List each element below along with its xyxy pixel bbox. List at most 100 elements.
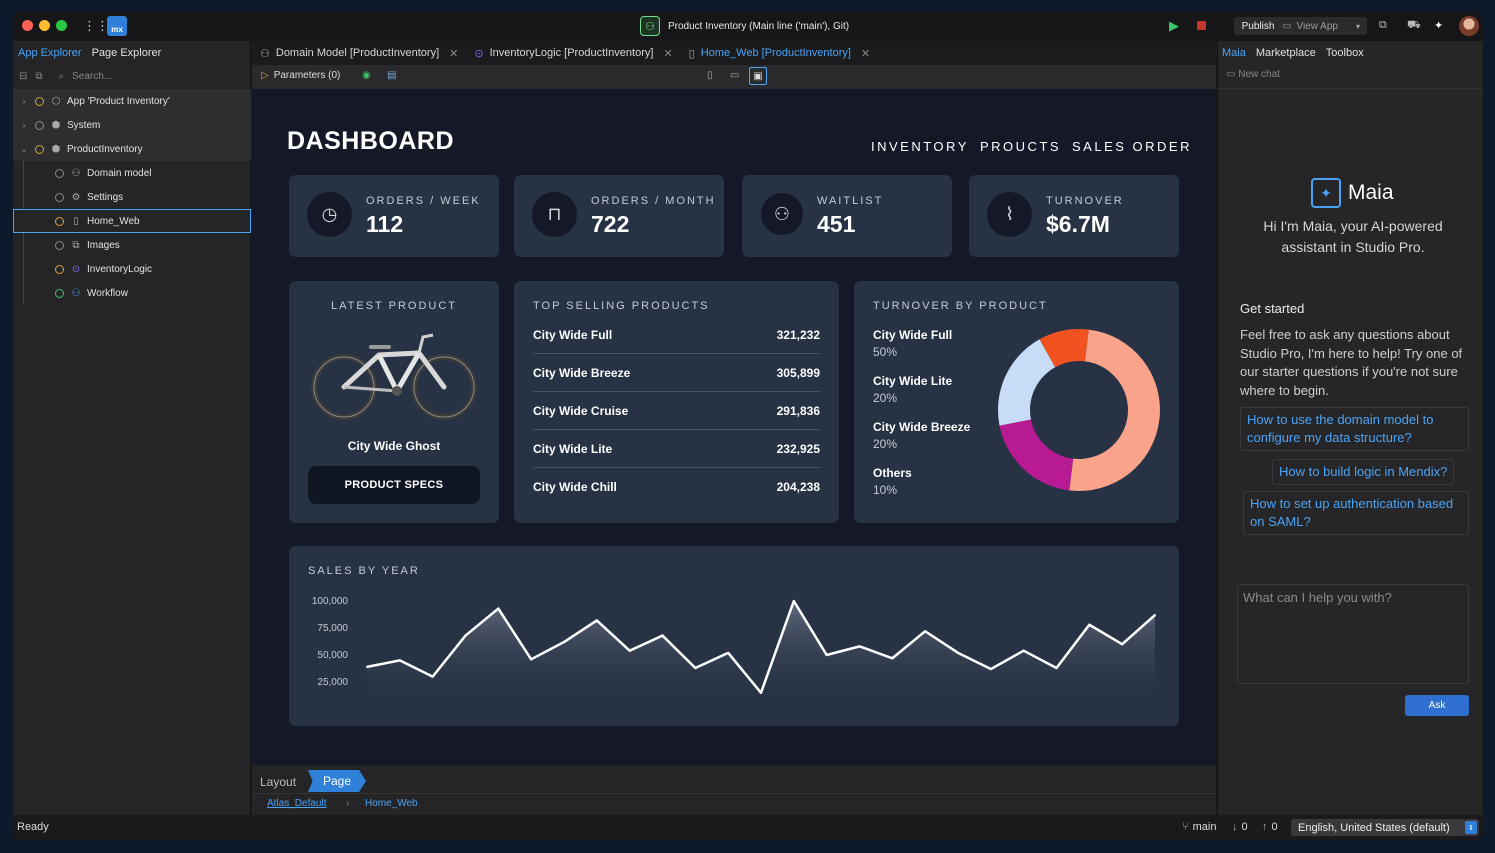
tab-marketplace[interactable]: Marketplace bbox=[1255, 47, 1316, 59]
eye-icon[interactable]: ◉ bbox=[362, 70, 371, 81]
y-tick-label: 25,000 bbox=[317, 677, 348, 688]
tablet-view-icon[interactable]: ▭ bbox=[730, 70, 740, 81]
sales-data-point bbox=[1022, 649, 1025, 652]
tree-item-domain-model[interactable]: ⚇ Domain model bbox=[13, 161, 251, 185]
new-chat-button[interactable]: ▭ New chat bbox=[1226, 69, 1280, 80]
donut-slice-city-wide-full bbox=[1069, 329, 1160, 491]
structure-mode-icon[interactable]: ▤ bbox=[387, 70, 397, 81]
tree-item-workflow[interactable]: ⚇ Workflow bbox=[13, 281, 251, 305]
tree-item-app[interactable]: › ⬡ App 'Product Inventory' bbox=[13, 89, 251, 113]
tree-item-settings[interactable]: ⚙ Settings bbox=[13, 185, 251, 209]
nav-inventory[interactable]: INVENTORY bbox=[871, 139, 969, 154]
latest-product-card: LATEST PRODUCT City Wide Ghost PRODUCT S… bbox=[289, 281, 499, 523]
kpi-value: 451 bbox=[817, 211, 856, 237]
sales-data-point bbox=[1121, 643, 1124, 646]
outgoing-changes[interactable]: ↑ 0 bbox=[1262, 821, 1278, 833]
maia-question-input[interactable]: What can I help you with? bbox=[1237, 584, 1469, 684]
sales-data-point bbox=[661, 634, 664, 637]
workflow-icon: ⚇ bbox=[71, 287, 81, 299]
status-indicator bbox=[55, 216, 64, 226]
tab-page-explorer[interactable]: Page Explorer bbox=[91, 47, 162, 59]
layout-tab[interactable]: Layout bbox=[260, 775, 297, 789]
expand-all-icon[interactable]: ⧉ bbox=[35, 70, 43, 82]
cart-icon[interactable]: ⛟ bbox=[1407, 19, 1421, 31]
nav-sales-order[interactable]: SALES ORDER bbox=[1072, 139, 1192, 154]
sparkle-icon[interactable]: ✦ bbox=[1434, 20, 1444, 32]
tab-domain-model[interactable]: ⚇ Domain Model [ProductInventory] ✕ bbox=[252, 41, 466, 65]
desktop-view-icon[interactable]: ▣ bbox=[749, 67, 767, 85]
minimize-window-button[interactable] bbox=[39, 20, 50, 31]
app-explorer-panel: App Explorer Page Explorer ⊟ ⧉ ⌕ Search.… bbox=[13, 41, 251, 815]
tree-item-system[interactable]: › ⬢ System bbox=[13, 113, 251, 137]
project-title-area[interactable]: ⚇ Product Inventory (Main line ('main'),… bbox=[640, 15, 849, 37]
tab-app-explorer[interactable]: App Explorer bbox=[18, 47, 82, 59]
image-collection-icon: ⧉ bbox=[72, 239, 80, 251]
tab-label: Domain Model [ProductInventory] bbox=[275, 47, 440, 59]
collapse-all-icon[interactable]: ⊟ bbox=[19, 70, 28, 82]
sales-data-point bbox=[957, 651, 959, 654]
close-icon[interactable]: ✕ bbox=[860, 47, 871, 60]
view-app-label: View App bbox=[1296, 20, 1338, 32]
chevron-right-icon[interactable]: › bbox=[22, 96, 26, 106]
view-app-button[interactable]: ▭ View App bbox=[1276, 17, 1354, 35]
sales-data-point bbox=[1088, 623, 1091, 626]
page-icon: ▯ bbox=[73, 215, 79, 227]
sales-data-point bbox=[989, 668, 992, 671]
microflow-icon: ⊙ bbox=[474, 47, 484, 60]
tab-maia[interactable]: Maia bbox=[1222, 47, 1246, 59]
tree-item-images[interactable]: ⧉ Images bbox=[13, 233, 251, 257]
tab-home-web[interactable]: ▯ Home_Web [ProductInventory] ✕ bbox=[681, 41, 878, 65]
product-specs-button[interactable]: PRODUCT SPECS bbox=[308, 466, 480, 504]
sales-line-chart: 100,000 75,000 50,000 25,000 bbox=[312, 596, 1156, 706]
tree-item-home-web[interactable]: ▯ Home_Web bbox=[13, 209, 251, 233]
maximize-window-button[interactable] bbox=[56, 20, 67, 31]
kpi-card-turnover: ⌇ TURNOVER $6.7M bbox=[969, 175, 1179, 257]
page-tab[interactable]: Page bbox=[308, 770, 366, 792]
suggestion-domain-model[interactable]: How to use the domain model to configure… bbox=[1240, 407, 1469, 451]
outgoing-count: 0 bbox=[1271, 821, 1278, 833]
language-selector[interactable]: English, United States (default) ⇕ bbox=[1291, 819, 1479, 836]
incoming-changes[interactable]: ↓ 0 bbox=[1232, 821, 1248, 833]
stop-icon[interactable] bbox=[1197, 21, 1206, 30]
branch-indicator[interactable]: ⑂ main bbox=[1182, 821, 1216, 833]
turnover-card: TURNOVER BY PRODUCT City Wide Full 50% Ci… bbox=[854, 281, 1179, 523]
sales-data-point bbox=[431, 675, 434, 678]
tab-toolbox[interactable]: Toolbox bbox=[1325, 47, 1364, 59]
tree-item-productinventory[interactable]: ⌄ ⬢ ProductInventory bbox=[13, 137, 251, 161]
breadcrumb-atlas-default[interactable]: Atlas_Default bbox=[267, 798, 327, 809]
chevron-down-icon[interactable]: ⌄ bbox=[20, 143, 28, 154]
domain-model-icon: ⚇ bbox=[260, 47, 270, 60]
sales-data-point bbox=[792, 600, 795, 602]
tree-item-label: Domain model bbox=[87, 167, 152, 179]
close-icon[interactable]: ✕ bbox=[449, 47, 459, 60]
title-bar: ⋮⋮⋮ mx ⚇ Product Inventory (Main line ('… bbox=[13, 11, 1483, 41]
parameters-button[interactable]: ▷ Parameters (0) bbox=[261, 70, 340, 81]
tab-inventorylogic[interactable]: ⊙ InventoryLogic [ProductInventory] ✕ bbox=[466, 41, 680, 65]
legend-item: City Wide Lite 20% bbox=[873, 374, 952, 405]
table-row: City Wide Full 321,232 bbox=[533, 316, 820, 354]
product-name: City Wide Full bbox=[533, 327, 613, 342]
run-icon[interactable]: ▶ bbox=[1169, 18, 1179, 33]
ask-button[interactable]: Ask bbox=[1405, 695, 1469, 716]
close-icon[interactable]: ✕ bbox=[663, 47, 673, 60]
close-window-button[interactable] bbox=[22, 20, 33, 31]
sales-heading: SALES BY YEAR bbox=[308, 565, 420, 577]
view-app-dropdown[interactable]: ▾ bbox=[1349, 17, 1367, 35]
chat-bubbles-icon[interactable]: ⧉ bbox=[1379, 19, 1387, 31]
turnover-donut-chart bbox=[998, 329, 1160, 491]
product-sales: 305,899 bbox=[776, 365, 820, 380]
tree-item-inventorylogic[interactable]: ⊙ InventoryLogic bbox=[13, 257, 251, 281]
chevron-right-icon[interactable]: › bbox=[22, 120, 26, 130]
phone-view-icon[interactable]: ▯ bbox=[707, 70, 713, 81]
user-avatar[interactable] bbox=[1459, 16, 1479, 36]
explorer-search-input[interactable]: Search... bbox=[72, 70, 113, 82]
nav-products[interactable]: PROUCTS bbox=[980, 139, 1062, 154]
product-sales: 232,925 bbox=[776, 441, 820, 456]
legend-value: 50% bbox=[873, 345, 898, 359]
breadcrumb-home-web[interactable]: Home_Web bbox=[365, 798, 418, 809]
module-icon: ⬢ bbox=[51, 143, 61, 155]
suggestion-build-logic[interactable]: How to build logic in Mendix? bbox=[1272, 459, 1455, 485]
status-indicator bbox=[55, 264, 64, 274]
publish-button[interactable]: Publish bbox=[1234, 17, 1282, 35]
suggestion-saml[interactable]: How to set up authentication based on SA… bbox=[1243, 491, 1469, 535]
